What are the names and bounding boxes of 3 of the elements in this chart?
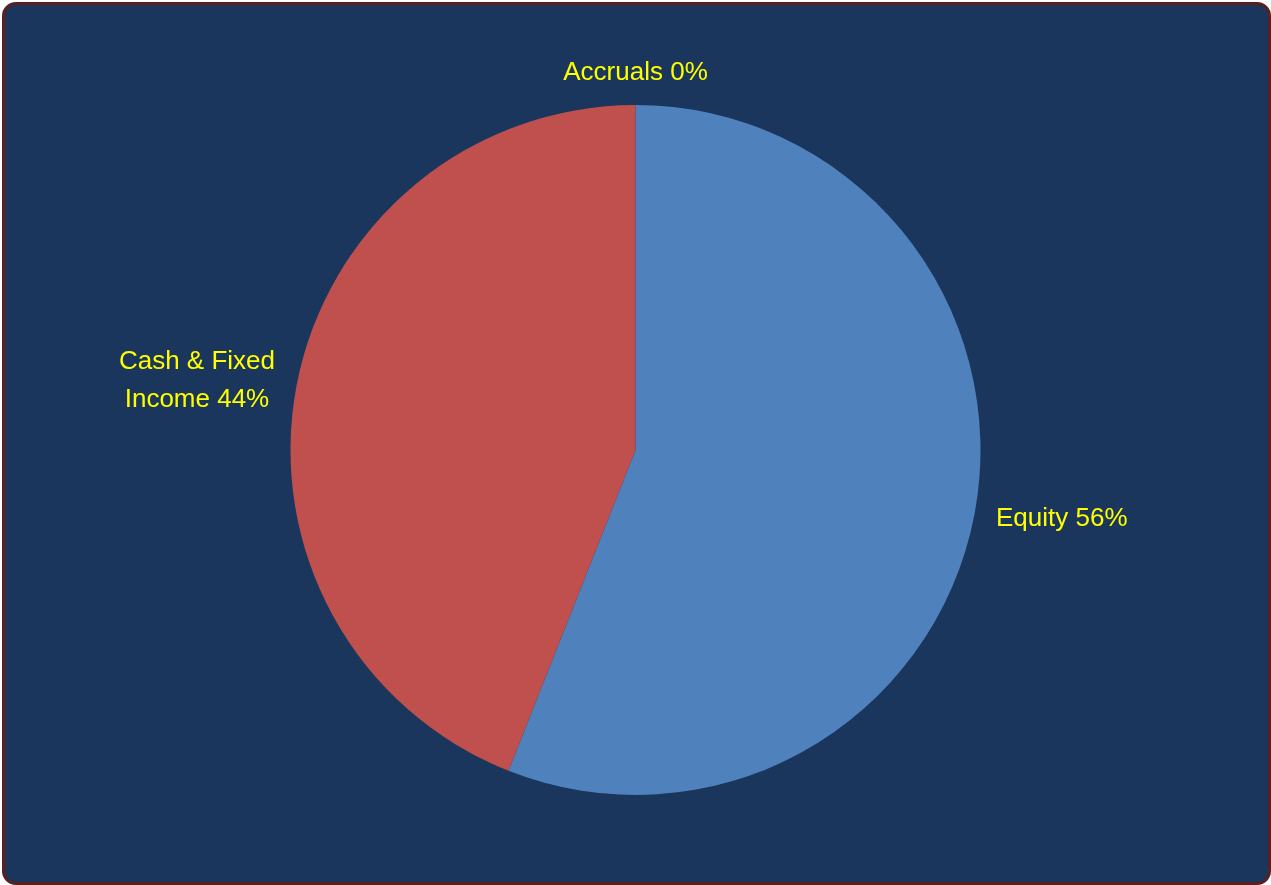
slice-label: Cash & Fixed Income 44% [118, 345, 276, 414]
slice-label: Equity 56% [996, 501, 1128, 532]
category-label: Accruals 0% [563, 56, 708, 87]
